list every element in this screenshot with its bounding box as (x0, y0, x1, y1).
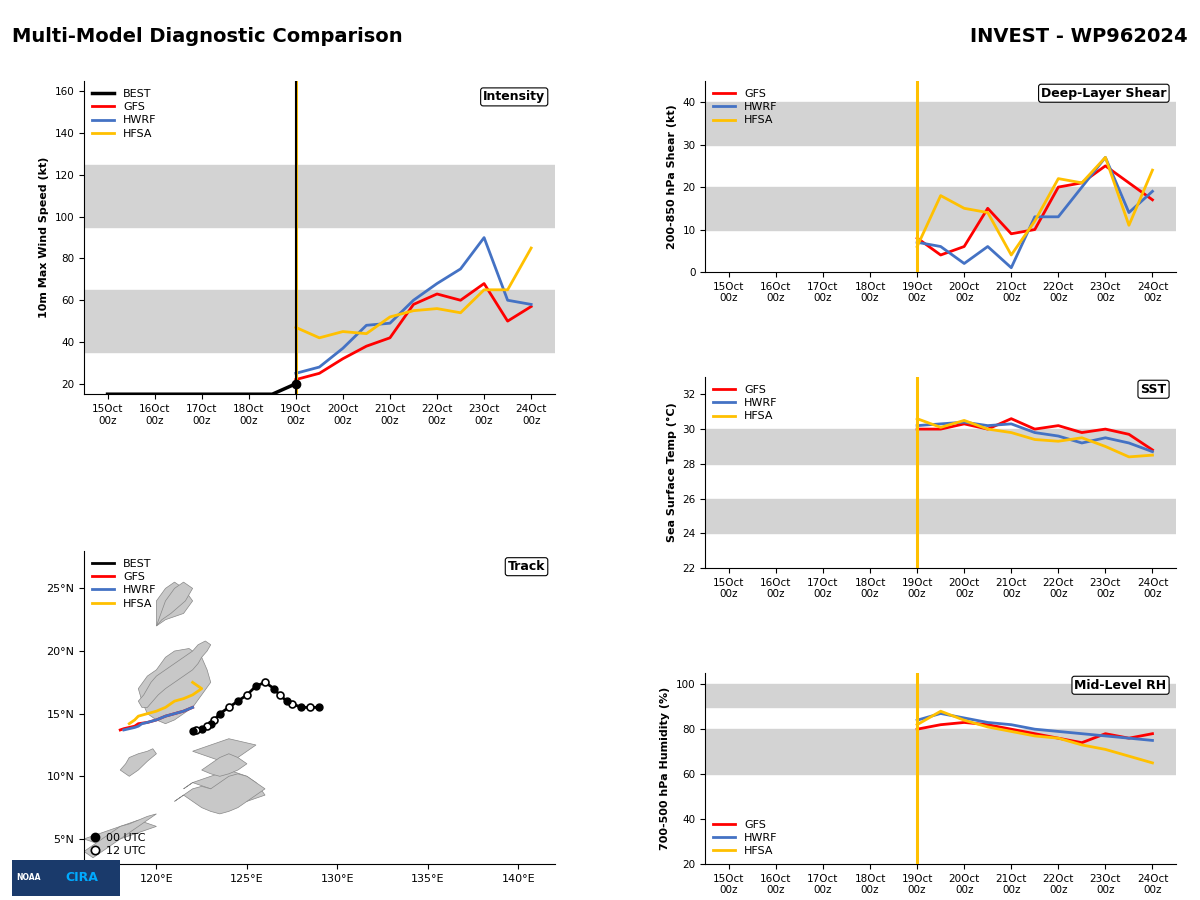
Text: INVEST - WP962024: INVEST - WP962024 (971, 27, 1188, 46)
Legend: 00 UTC, 12 UTC: 00 UTC, 12 UTC (90, 831, 148, 859)
Polygon shape (193, 739, 256, 764)
Text: Intensity: Intensity (484, 90, 545, 104)
Bar (706, 103, 1176, 145)
Polygon shape (84, 820, 156, 845)
Polygon shape (138, 649, 211, 724)
Y-axis label: 200-850 hPa Shear (kt): 200-850 hPa Shear (kt) (667, 104, 677, 249)
Bar (706, 729, 1176, 774)
Text: Multi-Model Diagnostic Comparison: Multi-Model Diagnostic Comparison (12, 27, 403, 46)
Bar (706, 429, 1176, 464)
Bar (706, 684, 1176, 706)
Polygon shape (174, 774, 265, 814)
Text: Deep-Layer Shear: Deep-Layer Shear (1042, 86, 1166, 100)
Text: NOAA: NOAA (16, 873, 41, 882)
Bar (706, 499, 1176, 534)
Polygon shape (138, 641, 211, 707)
Text: SST: SST (1140, 382, 1166, 396)
Legend: GFS, HWRF, HFSA: GFS, HWRF, HFSA (710, 817, 780, 859)
Legend: BEST, GFS, HWRF, HFSA: BEST, GFS, HWRF, HFSA (90, 86, 158, 141)
Y-axis label: 700-500 hPa Humidity (%): 700-500 hPa Humidity (%) (660, 687, 671, 850)
Polygon shape (156, 582, 193, 626)
Y-axis label: Sea Surface Temp (°C): Sea Surface Temp (°C) (667, 402, 677, 543)
Legend: GFS, HWRF, HFSA: GFS, HWRF, HFSA (710, 86, 780, 128)
Text: Track: Track (508, 560, 545, 573)
Polygon shape (156, 582, 193, 626)
Bar (84, 165, 554, 227)
Polygon shape (84, 814, 156, 858)
Bar (84, 290, 554, 353)
Text: Mid-Level RH: Mid-Level RH (1074, 679, 1166, 692)
Polygon shape (202, 754, 247, 777)
Polygon shape (184, 770, 265, 801)
Text: CIRA: CIRA (66, 871, 98, 884)
Bar (706, 187, 1176, 230)
Polygon shape (120, 749, 156, 777)
Y-axis label: 10m Max Wind Speed (kt): 10m Max Wind Speed (kt) (38, 157, 49, 319)
Legend: GFS, HWRF, HFSA: GFS, HWRF, HFSA (710, 382, 780, 424)
